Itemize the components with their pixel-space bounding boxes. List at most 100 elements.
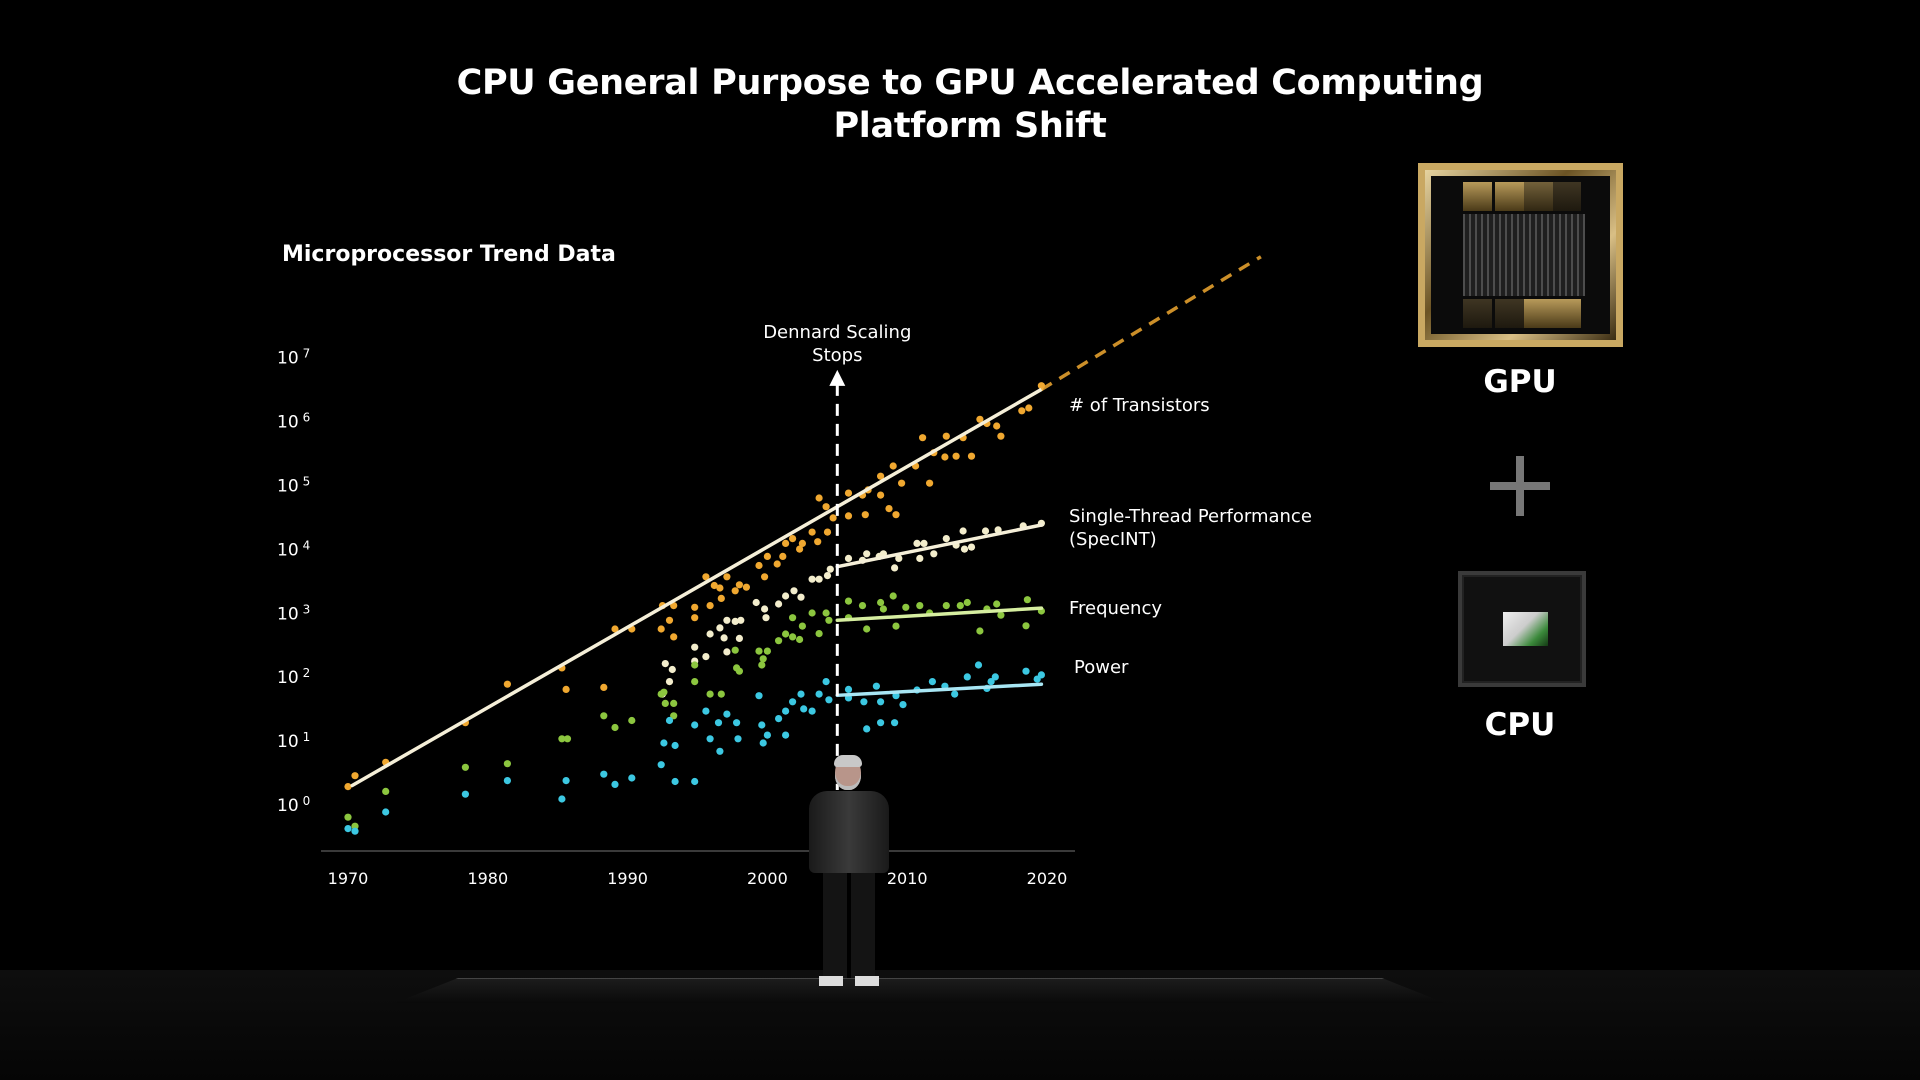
data-point-series-1 (716, 624, 724, 632)
data-point-series-3 (987, 678, 995, 686)
data-point-series-0 (503, 680, 511, 688)
data-point-series-0 (742, 583, 751, 591)
data-point-series-2 (670, 699, 678, 708)
data-point-series-0 (351, 772, 359, 780)
data-point-series-2 (956, 602, 964, 610)
data-point-series-2 (661, 699, 669, 708)
slide-title-line1: CPU General Purpose to GPU Accelerated C… (456, 63, 1484, 103)
data-point-series-1 (826, 565, 834, 573)
data-point-series-1 (706, 630, 714, 638)
data-point-series-1 (737, 616, 745, 624)
data-point-series-2 (351, 822, 359, 830)
data-point-series-3 (815, 690, 823, 698)
data-point-series-2 (344, 813, 352, 821)
data-point-series-0 (735, 581, 744, 589)
data-point-series-0 (919, 434, 927, 442)
data-point-series-3 (665, 716, 674, 725)
data-point-series-2 (782, 630, 790, 638)
data-point-series-1 (920, 539, 928, 548)
data-point-series-2 (997, 611, 1005, 619)
presenter-on-stage (805, 755, 893, 988)
data-point-series-3 (628, 774, 636, 782)
data-point-series-2 (611, 723, 619, 732)
slide-title-line2: Platform Shift (833, 106, 1107, 146)
data-point-series-0 (773, 560, 781, 568)
data-point-series-3 (782, 707, 790, 715)
data-point-series-0 (898, 479, 906, 487)
data-point-series-3 (723, 710, 731, 718)
data-point-series-1 (797, 593, 805, 601)
data-point-series-3 (863, 725, 871, 733)
stage-platform (395, 978, 1445, 1003)
data-point-series-2 (789, 614, 797, 622)
data-point-series-0 (691, 603, 699, 611)
data-point-series-2 (706, 690, 714, 698)
data-point-series-3 (600, 770, 608, 778)
data-point-series-1 (668, 665, 676, 674)
data-point-series-2 (563, 735, 572, 743)
y-tick-label: 10 3 (277, 602, 310, 624)
data-point-series-2 (798, 622, 807, 630)
data-point-series-0 (941, 453, 949, 461)
series-label-power: Power (1074, 657, 1129, 678)
series-label-single-thread: Single-Thread Performance (1069, 506, 1312, 527)
data-point-series-2 (863, 625, 871, 633)
data-point-series-0 (717, 594, 725, 603)
data-point-series-3 (691, 721, 699, 729)
data-point-series-1 (844, 554, 853, 563)
data-point-series-1 (790, 587, 798, 595)
data-point-series-1 (916, 554, 924, 563)
data-point-series-0 (665, 616, 674, 624)
plus-icon (1490, 456, 1550, 516)
data-point-series-0 (670, 633, 678, 641)
x-tick-label: 1990 (607, 869, 648, 888)
data-point-series-3 (928, 678, 937, 686)
data-point-series-3 (844, 685, 853, 694)
dennard-label-line1: Dennard Scaling (763, 322, 911, 343)
data-point-series-0 (796, 545, 804, 553)
data-point-series-3 (461, 790, 469, 798)
data-point-series-3 (657, 761, 665, 769)
data-point-series-0 (877, 491, 885, 499)
data-point-series-3 (800, 705, 808, 713)
data-point-series-0 (731, 587, 739, 595)
data-point-series-3 (991, 673, 999, 681)
data-point-series-0 (670, 602, 678, 610)
data-point-series-0 (611, 625, 619, 633)
y-tick-label: 10 2 (277, 666, 310, 688)
data-point-series-0 (815, 494, 823, 502)
data-point-series-0 (892, 511, 900, 519)
data-point-series-0 (942, 432, 950, 440)
data-point-series-3 (822, 678, 830, 686)
data-point-series-2 (808, 609, 816, 617)
data-point-series-2 (1023, 596, 1031, 604)
trend-lines (350, 255, 1262, 788)
cpu-chip-image (1458, 571, 1586, 687)
data-point-series-3 (891, 719, 899, 727)
data-point-series-0 (976, 415, 984, 423)
data-point-series-0 (782, 539, 790, 548)
data-point-series-2 (759, 655, 767, 663)
data-point-series-1 (895, 554, 903, 563)
data-point-series-1 (735, 634, 744, 643)
data-point-series-3 (782, 731, 790, 739)
gpu-label: GPU (1483, 364, 1557, 400)
data-point-series-2 (879, 605, 888, 613)
data-point-series-2 (993, 600, 1001, 608)
trend-line-series-3 (835, 682, 1044, 698)
data-point-series-0 (702, 573, 710, 581)
data-point-series-0 (657, 625, 665, 633)
trend-line-series-1 (835, 523, 1044, 569)
data-point-series-0 (877, 472, 885, 480)
data-point-series-1 (691, 643, 699, 651)
data-point-series-1 (661, 660, 669, 668)
x-tick-label: 1970 (328, 869, 369, 888)
data-point-series-1 (702, 653, 710, 661)
data-point-series-0 (967, 452, 976, 460)
data-point-series-2 (731, 646, 739, 654)
data-point-series-0 (844, 489, 853, 497)
data-point-series-0 (779, 552, 787, 561)
arrow-up-icon (829, 369, 846, 386)
data-point-series-0 (808, 528, 816, 536)
